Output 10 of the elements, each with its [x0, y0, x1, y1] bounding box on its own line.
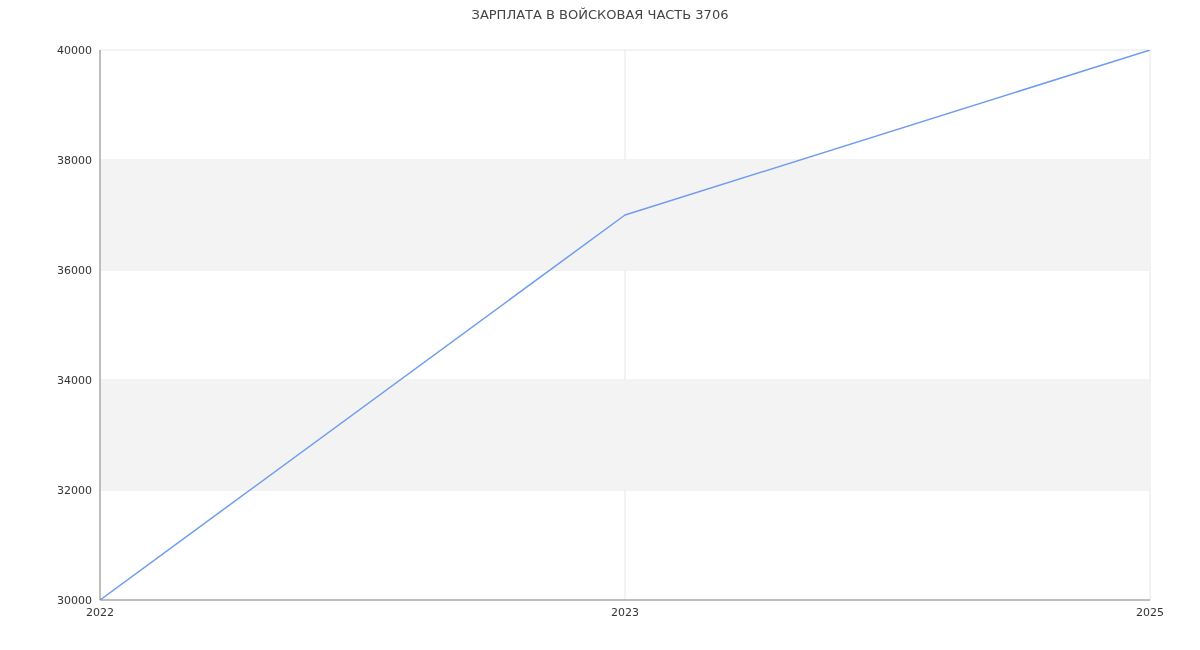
x-tick-label: 2023: [611, 605, 639, 619]
x-tick-label: 2025: [1136, 605, 1164, 619]
y-tick-label: 34000: [57, 373, 92, 387]
y-tick-label: 40000: [57, 43, 92, 57]
y-tick-label: 38000: [57, 153, 92, 167]
chart-title: ЗАРПЛАТА В ВОЙСКОВАЯ ЧАСТЬ 3706: [470, 7, 730, 24]
x-tick-label: 2022: [86, 605, 114, 619]
y-tick-label: 32000: [57, 483, 92, 497]
y-tick-label: 30000: [57, 593, 92, 607]
y-tick-label: 36000: [57, 263, 92, 277]
